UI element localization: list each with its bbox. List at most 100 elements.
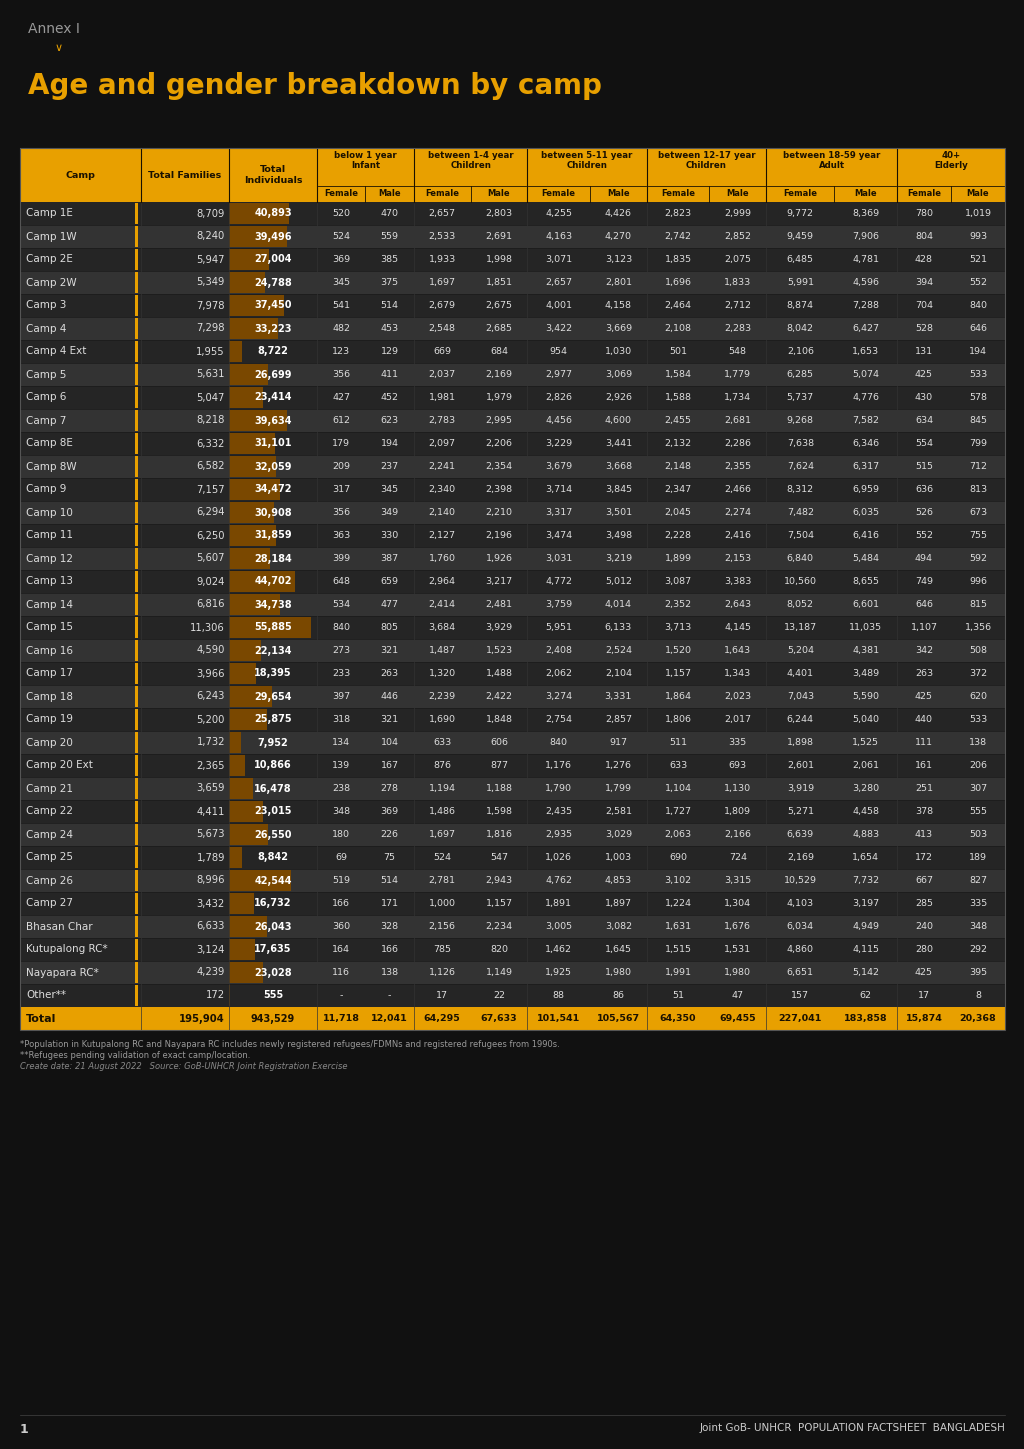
Text: 8,240: 8,240 (197, 232, 225, 242)
Text: 5,200: 5,200 (197, 714, 225, 724)
Text: 2,023: 2,023 (724, 693, 752, 701)
Text: Total
Individuals: Total Individuals (244, 165, 302, 184)
Text: 3,029: 3,029 (605, 830, 632, 839)
Text: 2,422: 2,422 (485, 693, 512, 701)
Bar (20, 616, 1005, 639)
Text: 1,926: 1,926 (485, 554, 512, 564)
Text: 2,675: 2,675 (485, 301, 512, 310)
Bar (20, 225, 1005, 248)
Text: 1,933: 1,933 (428, 255, 456, 264)
Text: 623: 623 (381, 416, 398, 425)
Text: 111: 111 (915, 738, 933, 748)
Text: Camp 12: Camp 12 (26, 554, 73, 564)
Text: 2,106: 2,106 (786, 346, 814, 356)
Bar (135, 296, 138, 316)
Bar (20, 294, 1005, 317)
Text: 4,600: 4,600 (605, 416, 632, 425)
Text: 494: 494 (915, 554, 933, 564)
Bar (20, 455, 1005, 478)
Text: 2,196: 2,196 (485, 530, 512, 540)
Text: 1,126: 1,126 (429, 968, 456, 977)
Text: 3,031: 3,031 (545, 554, 572, 564)
Text: Camp 1E: Camp 1E (26, 209, 73, 219)
Text: 166: 166 (381, 945, 398, 953)
Text: ∨: ∨ (55, 43, 63, 54)
Text: 425: 425 (915, 693, 933, 701)
Text: 4,772: 4,772 (545, 577, 572, 585)
Text: 1,864: 1,864 (665, 693, 691, 701)
Text: 369: 369 (381, 807, 398, 816)
Text: 514: 514 (381, 301, 398, 310)
Text: 2,354: 2,354 (485, 462, 513, 471)
Text: 88: 88 (553, 991, 564, 1000)
Text: 9,268: 9,268 (786, 416, 814, 425)
Bar (229, 203, 289, 225)
Text: 3,331: 3,331 (605, 693, 632, 701)
Bar (229, 732, 241, 753)
Text: 2,017: 2,017 (724, 714, 752, 724)
Text: Camp 13: Camp 13 (26, 577, 73, 587)
Text: Camp 20 Ext: Camp 20 Ext (26, 761, 93, 771)
Bar (135, 387, 138, 409)
Text: 1,645: 1,645 (605, 945, 632, 953)
Text: 6,294: 6,294 (197, 507, 225, 517)
Text: 1,104: 1,104 (665, 784, 691, 793)
Text: 104: 104 (381, 738, 398, 748)
Text: 5,737: 5,737 (786, 393, 814, 401)
Bar (20, 662, 1005, 685)
Text: 4,426: 4,426 (605, 209, 632, 217)
Text: 646: 646 (915, 600, 933, 609)
Text: 7,043: 7,043 (786, 693, 814, 701)
Text: 634: 634 (914, 416, 933, 425)
Text: 4,239: 4,239 (197, 968, 225, 978)
Text: 3,845: 3,845 (605, 485, 632, 494)
Text: 2,999: 2,999 (724, 209, 752, 217)
Text: Create date: 21 August 2022   Source: GoB-UNHCR Joint Registration Exercise: Create date: 21 August 2022 Source: GoB-… (20, 1062, 347, 1071)
Text: 3,102: 3,102 (665, 877, 691, 885)
Text: 9,459: 9,459 (786, 232, 814, 241)
Text: 1,690: 1,690 (429, 714, 456, 724)
Text: 541: 541 (332, 301, 350, 310)
Text: 10,529: 10,529 (783, 877, 817, 885)
Text: 328: 328 (381, 922, 398, 932)
Text: 1,833: 1,833 (724, 278, 752, 287)
Text: Female: Female (907, 190, 941, 199)
Text: 22,134: 22,134 (254, 645, 292, 655)
Text: 1,848: 1,848 (485, 714, 512, 724)
Text: 1,000: 1,000 (429, 898, 456, 909)
Text: 1,727: 1,727 (665, 807, 691, 816)
Text: 5,484: 5,484 (852, 554, 880, 564)
Bar (229, 848, 242, 868)
Bar (229, 272, 265, 293)
Bar (229, 317, 278, 339)
Text: 375: 375 (381, 278, 398, 287)
Bar (20, 593, 1005, 616)
Text: 7,732: 7,732 (852, 877, 880, 885)
Text: 917: 917 (609, 738, 628, 748)
Text: 2,156: 2,156 (429, 922, 456, 932)
Text: 3,929: 3,929 (485, 623, 513, 632)
Text: 520: 520 (332, 209, 350, 217)
Text: 2,148: 2,148 (665, 462, 691, 471)
Text: 514: 514 (381, 877, 398, 885)
Text: 16,732: 16,732 (254, 898, 292, 909)
Text: 6,317: 6,317 (852, 462, 880, 471)
Text: 129: 129 (381, 346, 398, 356)
Text: 180: 180 (332, 830, 350, 839)
Text: 3,280: 3,280 (852, 784, 880, 793)
Text: 194: 194 (969, 346, 987, 356)
Text: 633: 633 (669, 761, 687, 769)
Text: 39,496: 39,496 (254, 232, 292, 242)
Text: 534: 534 (332, 600, 350, 609)
Text: Nayapara RC*: Nayapara RC* (26, 968, 98, 978)
Text: 4,255: 4,255 (545, 209, 572, 217)
Text: 1,531: 1,531 (724, 945, 752, 953)
Text: 7,906: 7,906 (852, 232, 880, 241)
Text: Male: Male (378, 190, 400, 199)
Text: 2,801: 2,801 (605, 278, 632, 287)
Text: 27,004: 27,004 (254, 255, 292, 265)
Text: 42,544: 42,544 (254, 875, 292, 885)
Text: 673: 673 (969, 509, 987, 517)
Text: 134: 134 (332, 738, 350, 748)
Text: 1,899: 1,899 (665, 554, 691, 564)
